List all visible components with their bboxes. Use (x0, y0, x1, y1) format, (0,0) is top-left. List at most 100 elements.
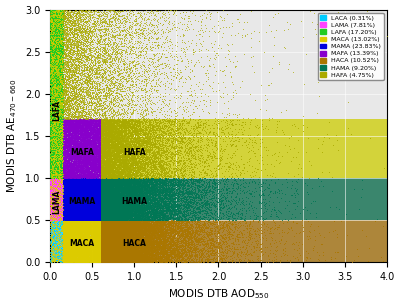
Point (58, 154, 64, 159)
Point (55, 89, 61, 94)
Point (98, 223, 104, 228)
Point (118, 136, 125, 141)
Point (64, 209, 71, 214)
Point (47, 221, 54, 226)
Point (57, 79, 63, 84)
Point (53, 30, 59, 35)
Point (116, 172, 122, 177)
Point (155, 235, 161, 240)
Point (156, 126, 162, 131)
Point (172, 195, 178, 200)
Point (59, 158, 66, 163)
Point (86, 209, 93, 214)
Point (77, 185, 83, 189)
Point (52, 236, 58, 241)
Point (195, 218, 201, 223)
Point (100, 196, 106, 201)
Point (92, 208, 98, 213)
Point (100, 255, 106, 260)
Point (135, 251, 142, 255)
Point (246, 163, 252, 168)
Point (97, 94, 104, 99)
Point (64, 185, 70, 190)
Point (108, 227, 114, 232)
Point (56, 180, 62, 185)
Point (115, 234, 121, 239)
Point (121, 192, 127, 196)
Point (60, 222, 66, 227)
Point (126, 78, 132, 83)
Point (274, 125, 280, 130)
Point (60, 229, 67, 234)
Point (69, 60, 75, 65)
Point (248, 175, 254, 180)
Point (81, 177, 88, 182)
Point (117, 54, 124, 59)
Point (97, 205, 104, 210)
Point (108, 177, 114, 182)
Point (99, 230, 106, 235)
Point (63, 231, 69, 236)
Point (50, 59, 56, 64)
Point (64, 174, 70, 179)
Point (88, 188, 94, 193)
Point (110, 149, 116, 154)
Point (173, 190, 179, 195)
Point (54, 116, 60, 121)
Point (48, 78, 55, 83)
Point (50, 174, 56, 179)
Point (84, 237, 91, 242)
Point (55, 139, 62, 144)
Point (72, 251, 78, 255)
Point (111, 195, 118, 200)
Point (191, 197, 197, 202)
Point (62, 236, 68, 241)
Point (53, 89, 60, 94)
Point (86, 229, 93, 234)
Point (155, 240, 161, 245)
Point (77, 259, 83, 264)
Point (57, 49, 63, 54)
Point (245, 258, 251, 263)
Point (144, 246, 150, 251)
Point (58, 170, 64, 175)
Point (134, 179, 140, 184)
Point (268, 231, 274, 235)
Point (91, 186, 97, 191)
Point (104, 168, 111, 173)
Point (55, 175, 62, 180)
Point (58, 57, 64, 62)
Point (58, 72, 65, 77)
Point (122, 184, 128, 188)
Point (101, 245, 107, 250)
Point (170, 145, 176, 150)
Point (118, 212, 124, 217)
Point (51, 63, 58, 68)
Point (96, 198, 103, 203)
Point (105, 252, 111, 257)
Point (49, 138, 55, 143)
Point (102, 220, 108, 225)
Point (104, 232, 111, 237)
Point (47, 65, 54, 70)
Point (50, 125, 56, 130)
Point (62, 166, 69, 171)
Point (59, 218, 66, 223)
Point (89, 169, 96, 174)
Point (144, 229, 150, 234)
Point (61, 194, 67, 199)
Point (118, 181, 124, 186)
Point (116, 170, 122, 175)
Point (97, 217, 104, 222)
Point (62, 240, 69, 245)
Point (128, 205, 135, 210)
Point (87, 212, 93, 216)
Point (81, 12, 88, 17)
Point (52, 169, 59, 174)
Point (92, 149, 98, 154)
Point (132, 243, 138, 248)
Point (77, 219, 83, 224)
Point (115, 254, 122, 259)
Point (82, 149, 89, 154)
Point (65, 217, 72, 222)
